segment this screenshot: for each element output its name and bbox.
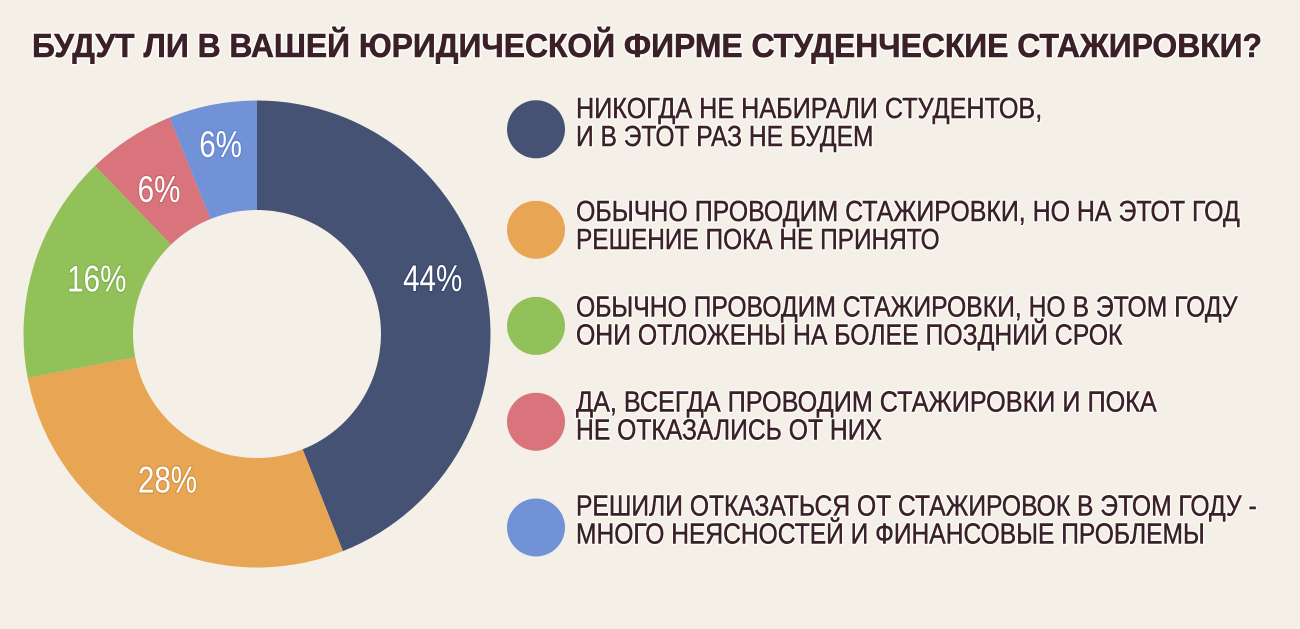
svg-text:6%: 6% [138,170,181,211]
svg-text:44%: 44% [403,259,462,300]
svg-text:44%: 44% [403,259,462,300]
svg-text:ОБЫЧНО ПРОВОДИМ СТАЖИРОВКИ, НО: ОБЫЧНО ПРОВОДИМ СТАЖИРОВКИ, НО НА ЭТОТ Г… [576,196,1240,228]
svg-text:6%: 6% [199,125,242,166]
svg-text:16%: 16% [67,259,126,300]
svg-text:ОБЫЧНО ПРОВОДИМ СТАЖИРОВКИ, НО: ОБЫЧНО ПРОВОДИМ СТАЖИРОВКИ, НО В ЭТОМ ГО… [576,291,1239,323]
svg-text:И В ЭТОТ РАЗ НЕ БУДЕМ: И В ЭТОТ РАЗ НЕ БУДЕМ [576,120,873,152]
svg-text:НЕ ОТКАЗАЛИСЬ ОТ НИХ: НЕ ОТКАЗАЛИСЬ ОТ НИХ [576,414,882,446]
svg-text:РЕШИЛИ ОТКАЗАТЬСЯ ОТ СТАЖИРОВО: РЕШИЛИ ОТКАЗАТЬСЯ ОТ СТАЖИРОВОК В ЭТОМ Г… [576,490,1257,522]
svg-text:МНОГО НЕЯСНОСТЕЙ И ФИНАНСОВЫЕ: МНОГО НЕЯСНОСТЕЙ И ФИНАНСОВЫЕ ПРОБЛЕМЫ [576,518,1205,550]
svg-text:МНОГО НЕЯСНОСТЕЙ И ФИНАНСОВЫЕ: МНОГО НЕЯСНОСТЕЙ И ФИНАНСОВЫЕ ПРОБЛЕМЫ [576,518,1205,550]
svg-text:ДА, ВСЕГДА ПРОВОДИМ СТАЖИРОВКИ: ДА, ВСЕГДА ПРОВОДИМ СТАЖИРОВКИ И ПОКА [576,386,1157,418]
svg-text:РЕШИЛИ ОТКАЗАТЬСЯ ОТ СТАЖИРОВО: РЕШИЛИ ОТКАЗАТЬСЯ ОТ СТАЖИРОВОК В ЭТОМ Г… [576,490,1257,522]
svg-text:РЕШЕНИЕ ПОКА НЕ ПРИНЯТО: РЕШЕНИЕ ПОКА НЕ ПРИНЯТО [576,223,940,255]
svg-text:НИКОГДА НЕ НАБИРАЛИ СТУДЕНТОВ,: НИКОГДА НЕ НАБИРАЛИ СТУДЕНТОВ, [576,93,1042,125]
svg-text:16%: 16% [67,259,126,300]
svg-text:6%: 6% [138,170,181,211]
svg-text:БУДУТ ЛИ В ВАШЕЙ ЮРИДИЧЕСКОЙ Ф: БУДУТ ЛИ В ВАШЕЙ ЮРИДИЧЕСКОЙ ФИРМЕ СТУДЕ… [32,25,1262,64]
svg-text:ОНИ ОТЛОЖЕНЫ НА БОЛЕЕ ПОЗДНИЙ: ОНИ ОТЛОЖЕНЫ НА БОЛЕЕ ПОЗДНИЙ СРОК [576,318,1123,351]
svg-text:ОНИ ОТЛОЖЕНЫ НА БОЛЕЕ ПОЗДНИЙ: ОНИ ОТЛОЖЕНЫ НА БОЛЕЕ ПОЗДНИЙ СРОК [576,318,1123,351]
svg-text:ДА, ВСЕГДА ПРОВОДИМ СТАЖИРОВКИ: ДА, ВСЕГДА ПРОВОДИМ СТАЖИРОВКИ И ПОКА [576,386,1157,418]
svg-text:28%: 28% [138,460,197,501]
svg-text:ОБЫЧНО ПРОВОДИМ СТАЖИРОВКИ, НО: ОБЫЧНО ПРОВОДИМ СТАЖИРОВКИ, НО В ЭТОМ ГО… [576,291,1239,323]
svg-text:И В ЭТОТ РАЗ НЕ БУДЕМ: И В ЭТОТ РАЗ НЕ БУДЕМ [576,120,873,152]
svg-text:БУДУТ ЛИ В ВАШЕЙ ЮРИДИЧЕСКОЙ Ф: БУДУТ ЛИ В ВАШЕЙ ЮРИДИЧЕСКОЙ ФИРМЕ СТУДЕ… [32,25,1262,64]
svg-text:ОБЫЧНО ПРОВОДИМ СТАЖИРОВКИ, НО: ОБЫЧНО ПРОВОДИМ СТАЖИРОВКИ, НО НА ЭТОТ Г… [576,196,1240,228]
svg-text:6%: 6% [199,125,242,166]
svg-text:28%: 28% [138,460,197,501]
svg-text:НИКОГДА НЕ НАБИРАЛИ СТУДЕНТОВ,: НИКОГДА НЕ НАБИРАЛИ СТУДЕНТОВ, [576,93,1042,125]
svg-text:РЕШЕНИЕ ПОКА НЕ ПРИНЯТО: РЕШЕНИЕ ПОКА НЕ ПРИНЯТО [576,223,940,255]
svg-text:НЕ ОТКАЗАЛИСЬ ОТ НИХ: НЕ ОТКАЗАЛИСЬ ОТ НИХ [576,414,882,446]
